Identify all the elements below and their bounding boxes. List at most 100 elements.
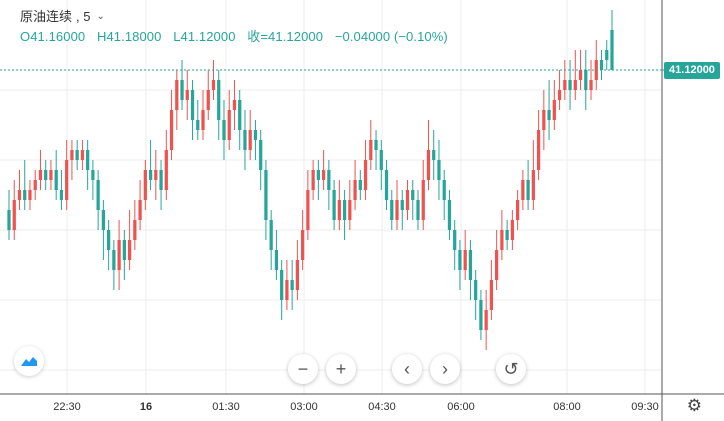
- time-tick-label: 22:30: [53, 401, 81, 413]
- candle-body: [185, 90, 189, 100]
- candle-body: [86, 150, 90, 170]
- scroll-left-button[interactable]: ‹: [392, 354, 422, 384]
- zoom-out-button[interactable]: −: [288, 354, 318, 384]
- candle-body: [259, 140, 263, 170]
- candle-body: [38, 170, 43, 180]
- candle-body: [159, 170, 163, 190]
- candle-body: [285, 280, 289, 300]
- candle-body: [112, 250, 116, 270]
- candle-body: [232, 100, 237, 110]
- candle-body: [316, 170, 320, 180]
- scroll-right-button[interactable]: ›: [430, 354, 460, 384]
- candle-body: [547, 110, 551, 120]
- candle-body: [458, 250, 462, 270]
- candle-body: [211, 80, 216, 90]
- candle-body: [395, 200, 399, 220]
- candle-body: [474, 280, 478, 300]
- candle-body: [505, 230, 509, 240]
- candle-body: [405, 190, 410, 210]
- candle-body: [479, 300, 483, 330]
- candle-body: [133, 220, 137, 240]
- time-tick-label: 03:00: [290, 401, 318, 413]
- candle-body: [542, 110, 546, 130]
- candle-body: [557, 90, 562, 100]
- candle-body: [353, 180, 357, 200]
- candle-body: [274, 250, 279, 270]
- candle-body: [447, 200, 452, 230]
- candle-body: [552, 100, 556, 120]
- ohlc-legend: 原油连续 , 5 ⌄ O41.16000 H41.18000 L41.12000…: [20, 7, 456, 47]
- candle-body: [180, 80, 184, 100]
- candle-body: [253, 130, 258, 140]
- candle-body: [169, 110, 174, 150]
- candle-body: [426, 150, 431, 180]
- candle-body: [28, 190, 32, 200]
- candle-body: [437, 160, 441, 180]
- candle-body: [468, 250, 473, 280]
- candle-body: [536, 130, 541, 170]
- candle-body: [143, 170, 147, 200]
- candle-body: [495, 250, 499, 280]
- interval-label[interactable]: , 5: [76, 9, 91, 24]
- candle-body: [12, 200, 16, 230]
- candle-body: [563, 80, 567, 90]
- candle-body: [573, 80, 577, 90]
- candle-body: [59, 190, 64, 200]
- time-tick-label: 04:30: [368, 401, 396, 413]
- chevron-down-icon[interactable]: ⌄: [96, 11, 105, 22]
- candle-body: [369, 140, 373, 160]
- candle-body: [453, 230, 457, 250]
- candle-body: [432, 150, 436, 160]
- candle-body: [65, 160, 69, 200]
- candle-body: [584, 70, 588, 90]
- ohlc-change: −0.04000 (−0.10%): [334, 29, 448, 44]
- last-price-tag: 41.12000: [664, 61, 720, 79]
- candle-body: [49, 170, 53, 180]
- candle-body: [342, 200, 347, 220]
- candle-body: [44, 170, 48, 180]
- reset-chart-button[interactable]: ↺: [496, 354, 526, 384]
- zoom-in-button[interactable]: +: [326, 354, 356, 384]
- candle-body: [70, 150, 74, 160]
- candle-body: [489, 280, 494, 310]
- candle-body: [599, 60, 604, 70]
- candle-body: [363, 160, 368, 190]
- tradingview-logo-icon[interactable]: [14, 346, 44, 376]
- candle-body: [332, 190, 336, 220]
- candle-body: [311, 170, 315, 190]
- candle-body: [164, 150, 168, 190]
- candle-body: [54, 170, 58, 190]
- candle-body: [107, 230, 111, 250]
- ohlc-close: 收=41.12000: [247, 29, 324, 44]
- candle-body: [33, 180, 37, 190]
- candle-body: [23, 190, 27, 200]
- candle-body: [295, 260, 300, 290]
- candle-body: [122, 240, 126, 260]
- time-tick-label: 01:30: [212, 401, 240, 413]
- candle-body: [138, 200, 142, 220]
- candle-body: [610, 30, 614, 70]
- candle-body: [264, 170, 268, 220]
- candle-body: [306, 190, 310, 230]
- candle-body: [91, 170, 95, 180]
- candle-body: [358, 180, 362, 190]
- candle-body: [463, 250, 467, 270]
- candle-body: [484, 310, 488, 330]
- candle-body: [280, 270, 284, 300]
- candle-body: [217, 80, 221, 120]
- candle-body: [411, 190, 415, 200]
- ohlc-high: H41.18000: [96, 29, 162, 44]
- candle-body: [605, 50, 609, 60]
- candle-body: [374, 140, 378, 150]
- candle-body: [80, 150, 85, 160]
- time-tick-label: 06:00: [447, 401, 475, 413]
- candle-body: [301, 230, 305, 260]
- candle-body: [154, 170, 158, 180]
- gear-icon[interactable]: ⚙: [686, 396, 702, 415]
- symbol-name[interactable]: 原油连续: [20, 9, 73, 24]
- candle-body: [243, 130, 247, 150]
- candle-body: [222, 120, 226, 140]
- candle-body: [416, 200, 420, 220]
- candle-body: [96, 180, 100, 210]
